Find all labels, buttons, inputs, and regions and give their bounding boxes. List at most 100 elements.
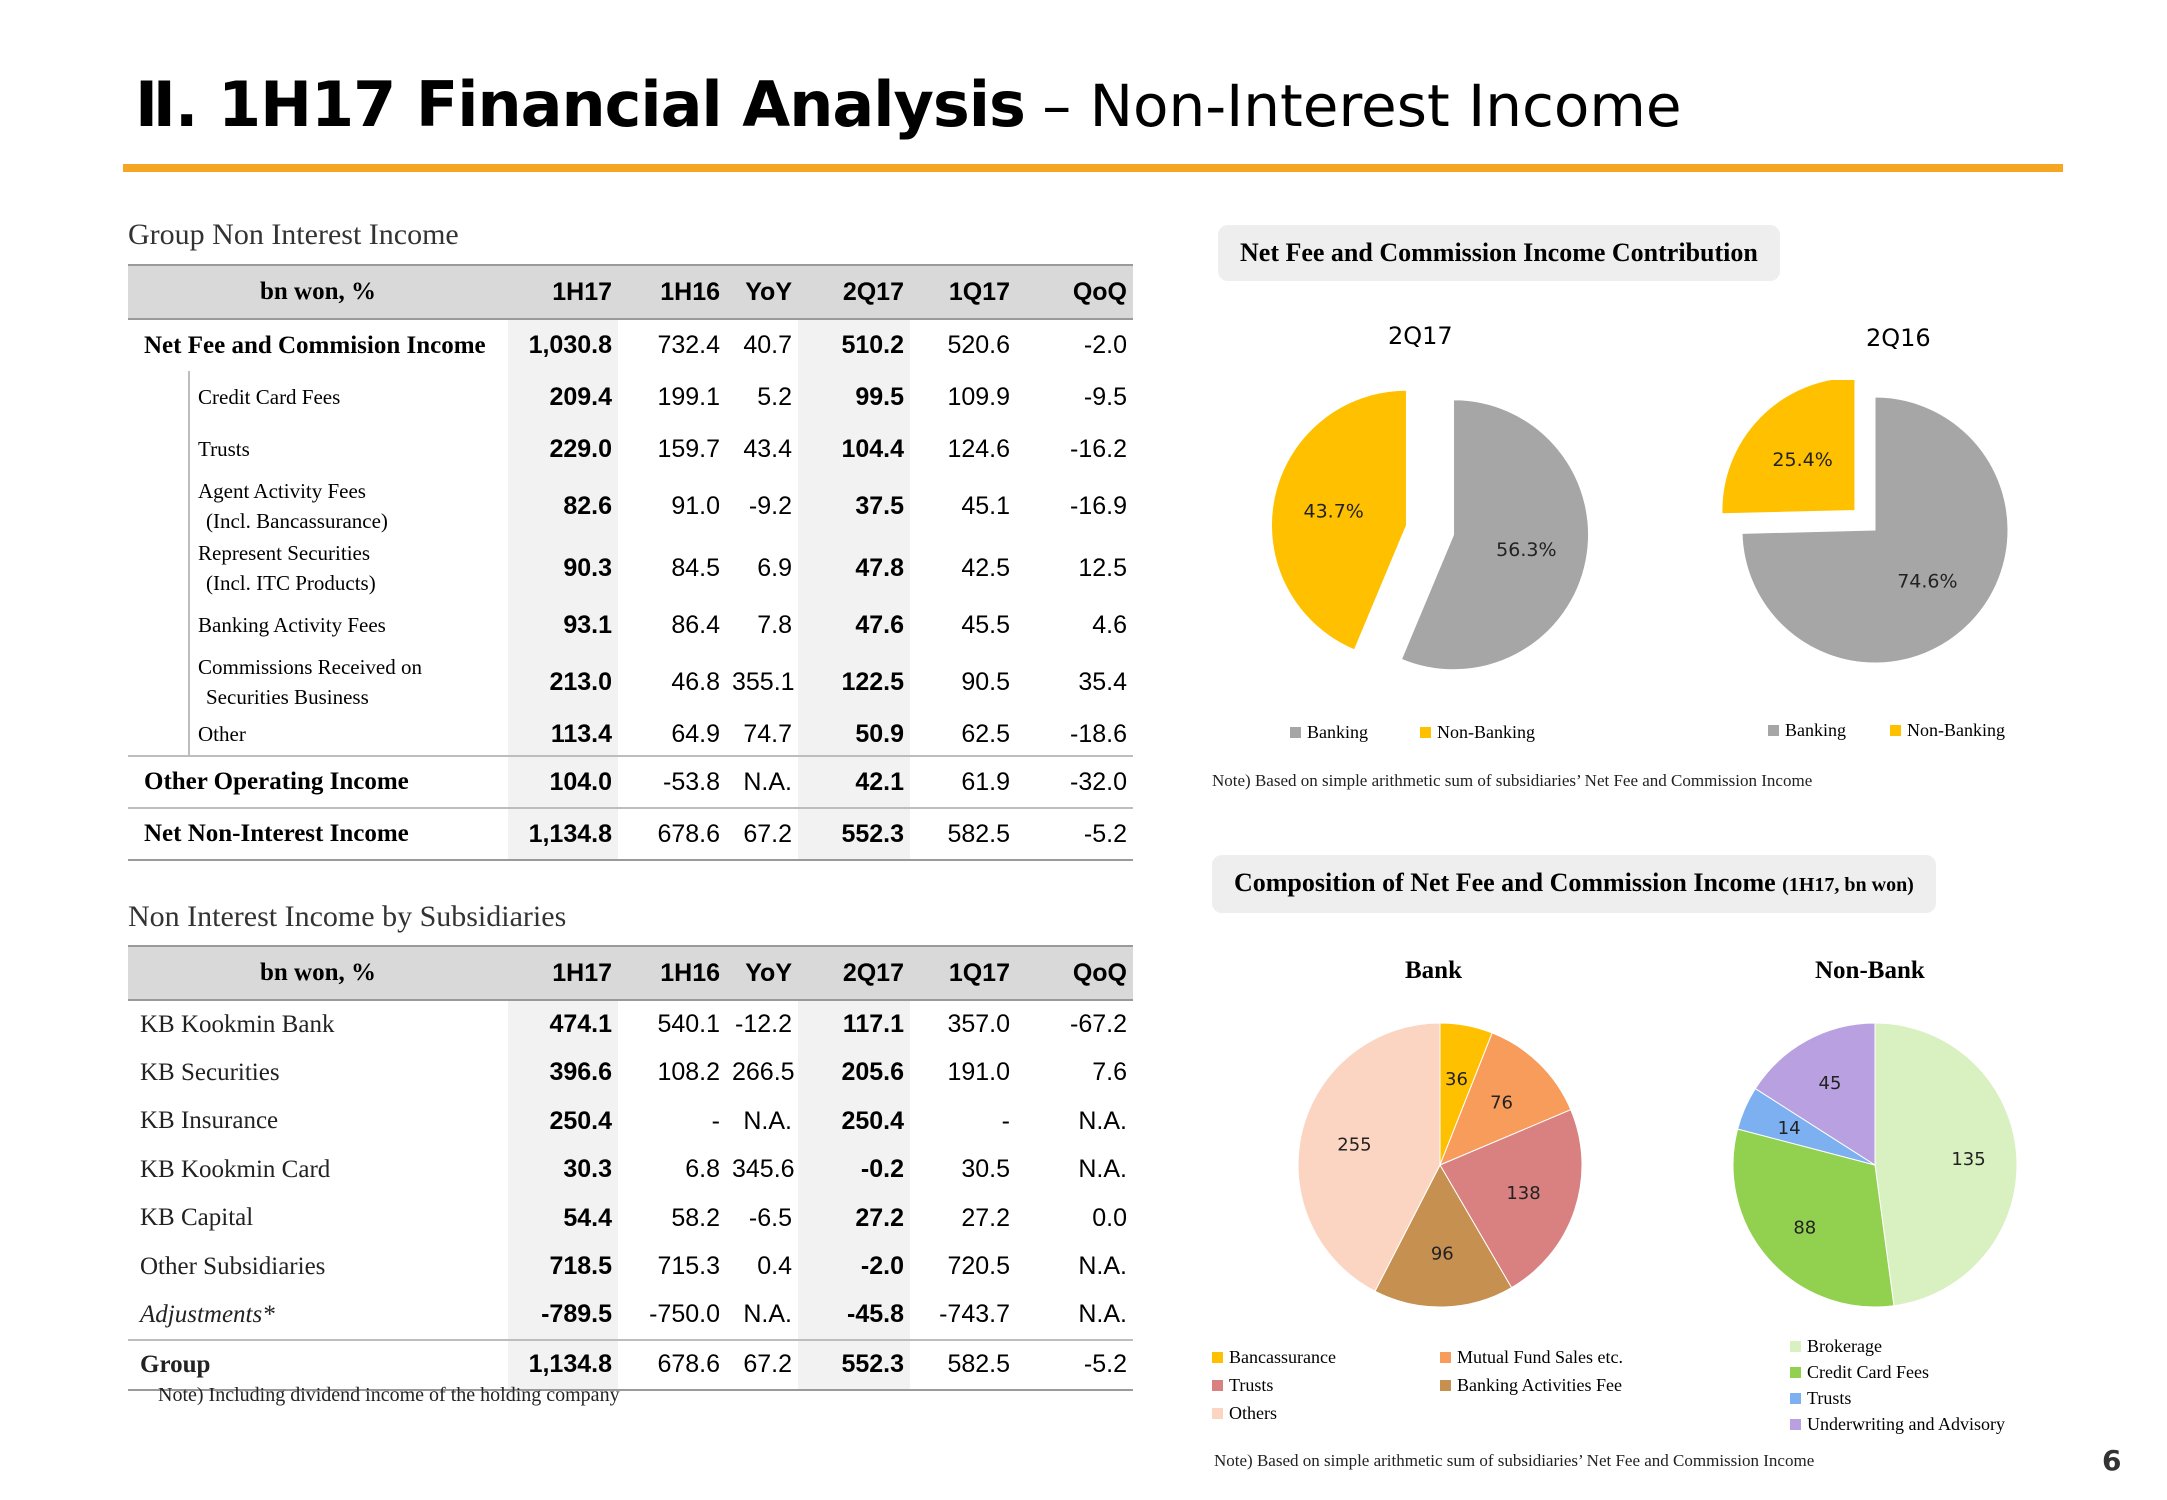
pie-slice: [1721, 380, 1856, 515]
table-cell: -9.5: [1083, 382, 1127, 411]
legend-nonbank-3: Trusts: [1790, 1388, 1851, 1409]
subs-table-title: Non Interest Income by Subsidiaries: [128, 900, 567, 933]
table-cell: -9.2: [748, 491, 792, 520]
pie-slice: [1297, 1022, 1441, 1292]
page-title-sub: – Non-Interest Income: [1042, 72, 1682, 140]
table-cell: 213.0: [508, 651, 618, 713]
legend-label: Others: [1229, 1403, 1277, 1423]
table-cell: 104.0: [508, 755, 618, 808]
table-cell: -743.7: [939, 1300, 1010, 1329]
row-label-box: Agent Activity Fees (Incl. Bancassurance): [188, 475, 502, 537]
pie-data-label: 43.7%: [1303, 500, 1363, 522]
table-cell: 30.5: [961, 1155, 1010, 1184]
table-cell: 582.5: [910, 807, 1016, 861]
row-label: Trusts: [128, 423, 508, 475]
pie-chart-nonbank: 135 88 14 45: [1732, 1022, 2018, 1308]
table-cell: 122.5: [798, 651, 910, 713]
table-cell: 104.4: [798, 423, 910, 475]
table-row: Commissions Received on Securities Busine…: [128, 651, 1133, 713]
pie-slice: [1439, 1109, 1583, 1289]
table-row: KB Insurance 250.4- N.A. 250.4- N.A.: [128, 1097, 1133, 1146]
table-cell: -18.6: [1070, 719, 1127, 748]
composition-note: Note) Based on simple arithmetic sum of …: [1214, 1451, 1815, 1470]
table-cell: -750.0: [649, 1300, 720, 1329]
table-cell: N.A.: [1078, 1252, 1127, 1281]
table-row: Adjustments* -789.5 -750.0 N.A. -45.8 -743.7 N…: [128, 1291, 1133, 1340]
composition-title-main: Composition of Net Fee and Commission In…: [1234, 868, 1776, 897]
legend-label: Non-Banking: [1907, 720, 2005, 740]
table-cell: 27.2: [798, 1194, 910, 1243]
column-header: YoY: [726, 264, 798, 320]
row-label: Net Non-Interest Income: [128, 807, 508, 861]
table-cell: 1,134.8: [508, 1338, 618, 1391]
column-header: 2Q17: [798, 945, 910, 1001]
row-label-line: Commissions Received on: [198, 655, 422, 679]
legend-swatch: [1290, 727, 1301, 738]
subsidiaries-income-table: bn won, % 1H17 1H16 YoY 2Q17 1Q17 QoQ KB…: [128, 945, 1133, 1391]
table-cell: 50.9: [798, 713, 910, 756]
table-cell: -67.2: [1070, 1010, 1127, 1039]
page-number: 6: [2102, 1444, 2122, 1477]
table-cell: 520.6: [947, 331, 1010, 359]
table-cell: N.A.: [1078, 1106, 1127, 1135]
row-label: Net Fee and Commision Income: [144, 331, 486, 359]
table-cell: 124.6: [947, 434, 1010, 463]
table-cell: N.A.: [743, 1300, 792, 1329]
table-cell: 67.2: [726, 807, 798, 861]
table-cell: 61.9: [910, 755, 1016, 808]
pie-slice: [1732, 1128, 1895, 1308]
legend-nonbank-1: Brokerage: [1790, 1336, 1882, 1357]
pie-data-label: 36: [1445, 1069, 1468, 1090]
row-label: Agent Activity Fees (Incl. Bancassurance): [128, 475, 508, 537]
legend-swatch: [1212, 1352, 1223, 1363]
table-cell: 82.6: [508, 475, 618, 537]
table-cell: 62.5: [961, 719, 1010, 748]
pie-data-label: 25.4%: [1772, 449, 1832, 471]
column-header: 1Q17: [910, 264, 1016, 320]
row-label-box: Other: [188, 713, 502, 755]
legend-bank-1: Bancassurance: [1212, 1347, 1336, 1368]
row-label: Other: [128, 713, 508, 756]
pie-data-label: 88: [1793, 1217, 1816, 1238]
pie-slice: [1874, 1022, 2018, 1307]
table-cell: 250.4: [508, 1097, 618, 1146]
pie-slice: [1400, 399, 1590, 671]
row-label: KB Kookmin Card: [140, 1155, 331, 1183]
legend-swatch: [1790, 1341, 1801, 1352]
table-cell: 1,134.8: [508, 807, 618, 861]
pie-slice: [1374, 1163, 1513, 1308]
page-title-main: Ⅱ. 1H17 Financial Analysis: [135, 68, 1026, 141]
table-cell: 58.2: [671, 1203, 720, 1232]
legend-label: Bancassurance: [1229, 1347, 1336, 1367]
row-label-box: Commissions Received on Securities Busine…: [188, 651, 502, 713]
table-cell: 1,030.8: [508, 319, 618, 371]
column-header: QoQ: [1016, 264, 1133, 320]
table-cell: N.A.: [1078, 1300, 1127, 1329]
table-row: Banking Activity Fees 93.1 86.4 7.8 47.6 45.5…: [128, 599, 1133, 651]
table-cell: 35.4: [1078, 667, 1127, 696]
table-cell: 250.4: [798, 1097, 910, 1146]
table-cell: 40.7: [743, 331, 792, 359]
pie-data-label: 96: [1431, 1243, 1454, 1264]
legend-label: Underwriting and Advisory: [1807, 1414, 2005, 1434]
table-cell: -: [711, 1106, 720, 1135]
legend-label: Banking Activities Fee: [1457, 1375, 1622, 1395]
table-cell: 4.6: [1092, 610, 1127, 639]
legend-2q16: Banking Non-Banking: [1768, 720, 2005, 741]
column-header: 1H16: [618, 945, 726, 1001]
row-label-line: (Incl. Bancassurance): [206, 509, 388, 533]
table-cell: 6.8: [685, 1155, 720, 1184]
table-cell: -53.8: [618, 755, 726, 808]
column-header: YoY: [726, 945, 798, 1001]
pie-chart-bank: 36 76 138 96 255: [1297, 1022, 1583, 1308]
table-cell: -6.5: [748, 1203, 792, 1232]
row-label-box: Credit Card Fees: [188, 371, 502, 423]
row-label-line: Credit Card Fees: [198, 385, 341, 409]
table-row: Other 113.4 64.9 74.7 50.9 62.5 -18.6: [128, 713, 1133, 756]
table-cell: 43.4: [743, 434, 792, 463]
row-label-line: Securities Business: [206, 685, 369, 709]
row-label: KB Insurance: [140, 1107, 279, 1135]
row-label-line: Banking Activity Fees: [198, 613, 386, 637]
table-cell: 582.5: [910, 1338, 1016, 1391]
title-divider: [123, 164, 2063, 172]
